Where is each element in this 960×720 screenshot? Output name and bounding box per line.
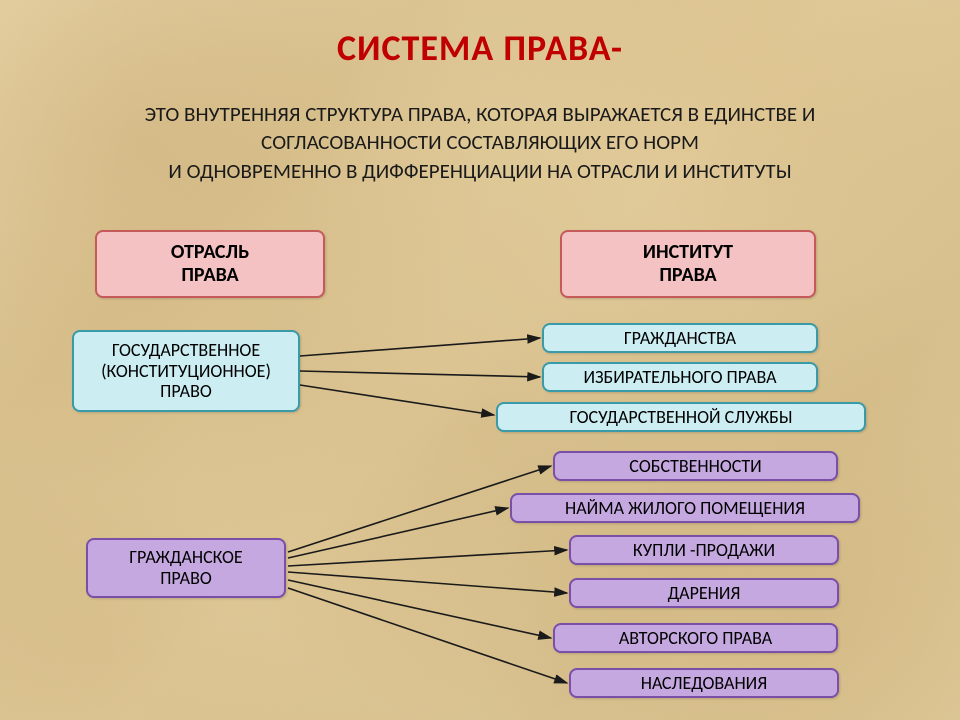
page-title: СИСТЕМА ПРАВА- [0,26,960,70]
box-otrasl: ОТРАСЛЬ ПРАВА [95,230,325,298]
box-sobstv: СОБСТВЕННОСТИ [553,451,838,481]
box-izbir: ИЗБИРАТЕЛЬНОГО ПРАВА [542,362,818,392]
box-grazhdanskoe: ГРАЖДАНСКОЕ ПРАВО [86,538,286,598]
box-kupli: КУПЛИ -ПРОДАЖИ [569,535,839,565]
box-naima: НАЙМА ЖИЛОГО ПОМЕЩЕНИЯ [510,493,860,523]
box-gossluzhby: ГОСУДАРСТВЕННОЙ СЛУЖБЫ [496,402,866,432]
box-nasled: НАСЛЕДОВАНИЯ [569,668,839,698]
box-grazhdanstva: ГРАЖДАНСТВА [542,323,818,353]
box-avtor: АВТОРСКОГО ПРАВА [553,623,838,653]
page-subtitle: ЭТО ВНУТРЕННЯЯ СТРУКТУРА ПРАВА, КОТОРАЯ … [40,100,920,185]
box-gos-pravo: ГОСУДАРСТВЕННОЕ (КОНСТИТУЦИОННОЕ) ПРАВО [72,330,300,412]
box-institut: ИНСТИТУТ ПРАВА [560,230,816,298]
box-dareniya: ДАРЕНИЯ [569,578,839,608]
